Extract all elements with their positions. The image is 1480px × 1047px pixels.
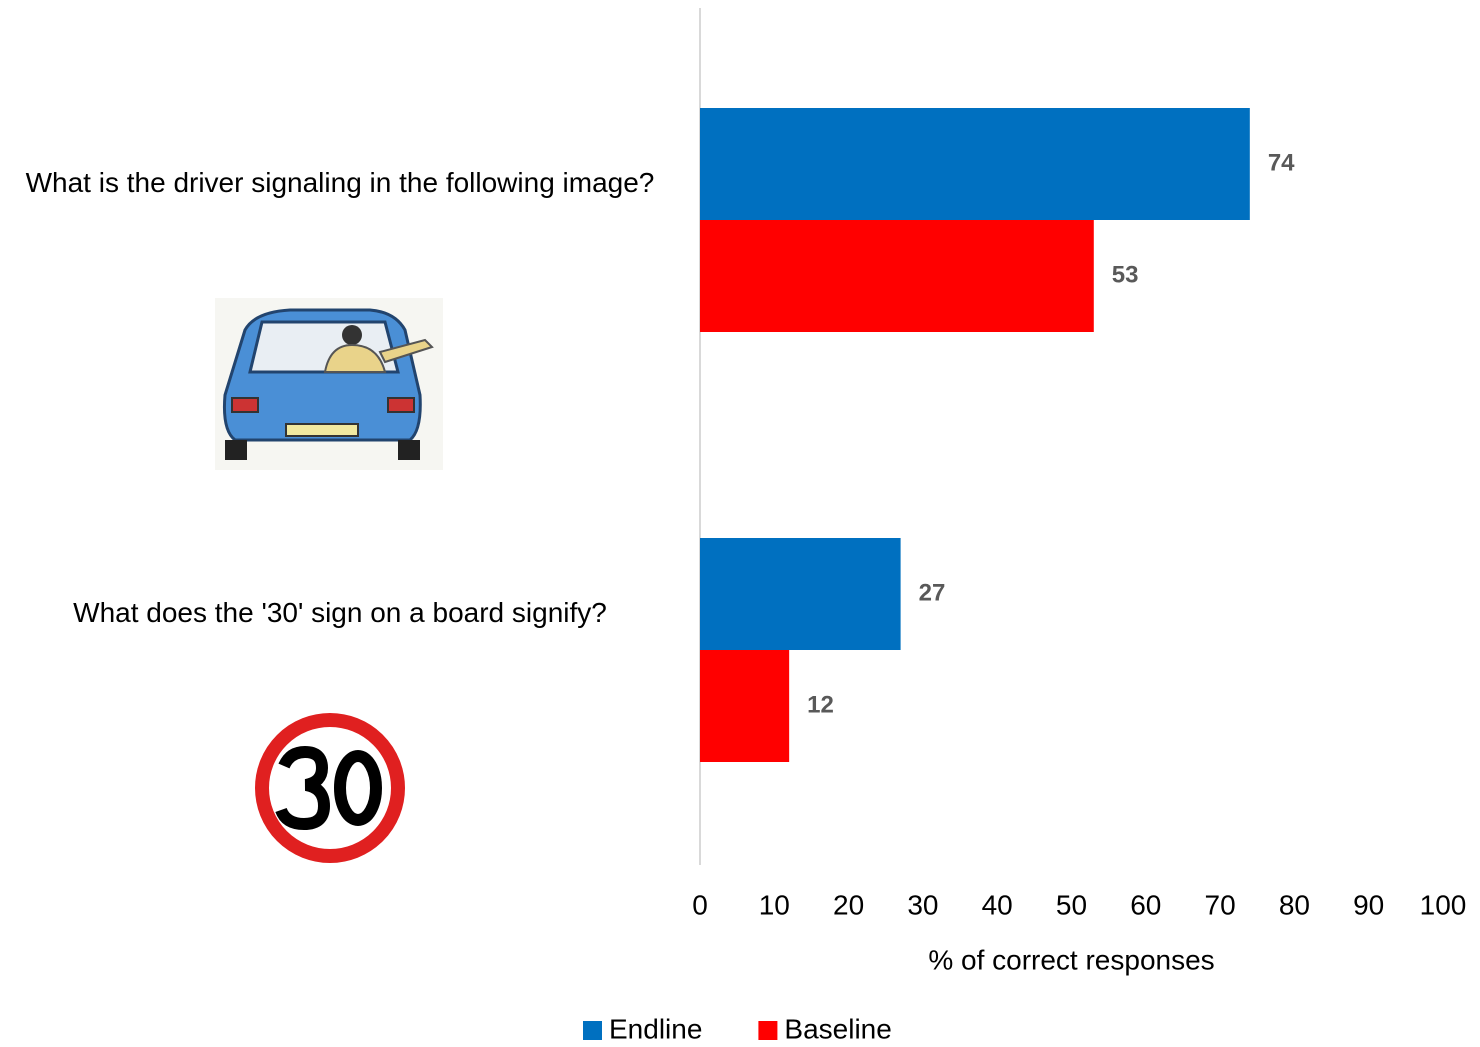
speed-sign-image xyxy=(255,713,405,863)
bar xyxy=(700,220,1094,332)
x-tick-label: 0 xyxy=(692,889,708,920)
value-label: 53 xyxy=(1112,261,1139,288)
x-tick-label: 80 xyxy=(1279,889,1310,920)
x-tick-label: 20 xyxy=(833,889,864,920)
bar xyxy=(700,650,790,762)
x-axis-title: % of correct responses xyxy=(928,944,1214,975)
x-tick-label: 90 xyxy=(1353,889,1384,920)
legend-swatch xyxy=(758,1021,778,1040)
legend-swatch xyxy=(583,1021,602,1040)
legend-label: Baseline xyxy=(784,1013,891,1044)
x-tick-label: 40 xyxy=(982,889,1013,920)
category-label: What is the driver signaling in the foll… xyxy=(25,166,655,198)
value-label: 74 xyxy=(1268,149,1295,176)
category-label: What does the '30' sign on a board signi… xyxy=(73,596,607,628)
bar xyxy=(700,108,1250,220)
x-tick-label: 50 xyxy=(1056,889,1087,920)
x-tick-label: 100 xyxy=(1420,889,1467,920)
value-label: 27 xyxy=(919,579,946,606)
x-tick-label: 60 xyxy=(1130,889,1161,920)
legend-label: Endline xyxy=(609,1013,702,1044)
x-tick-label: 10 xyxy=(759,889,790,920)
value-label: 12 xyxy=(807,691,834,718)
bar xyxy=(700,538,901,650)
x-tick-label: 30 xyxy=(907,889,938,920)
car-image xyxy=(215,298,443,470)
x-tick-label: 70 xyxy=(1205,889,1236,920)
